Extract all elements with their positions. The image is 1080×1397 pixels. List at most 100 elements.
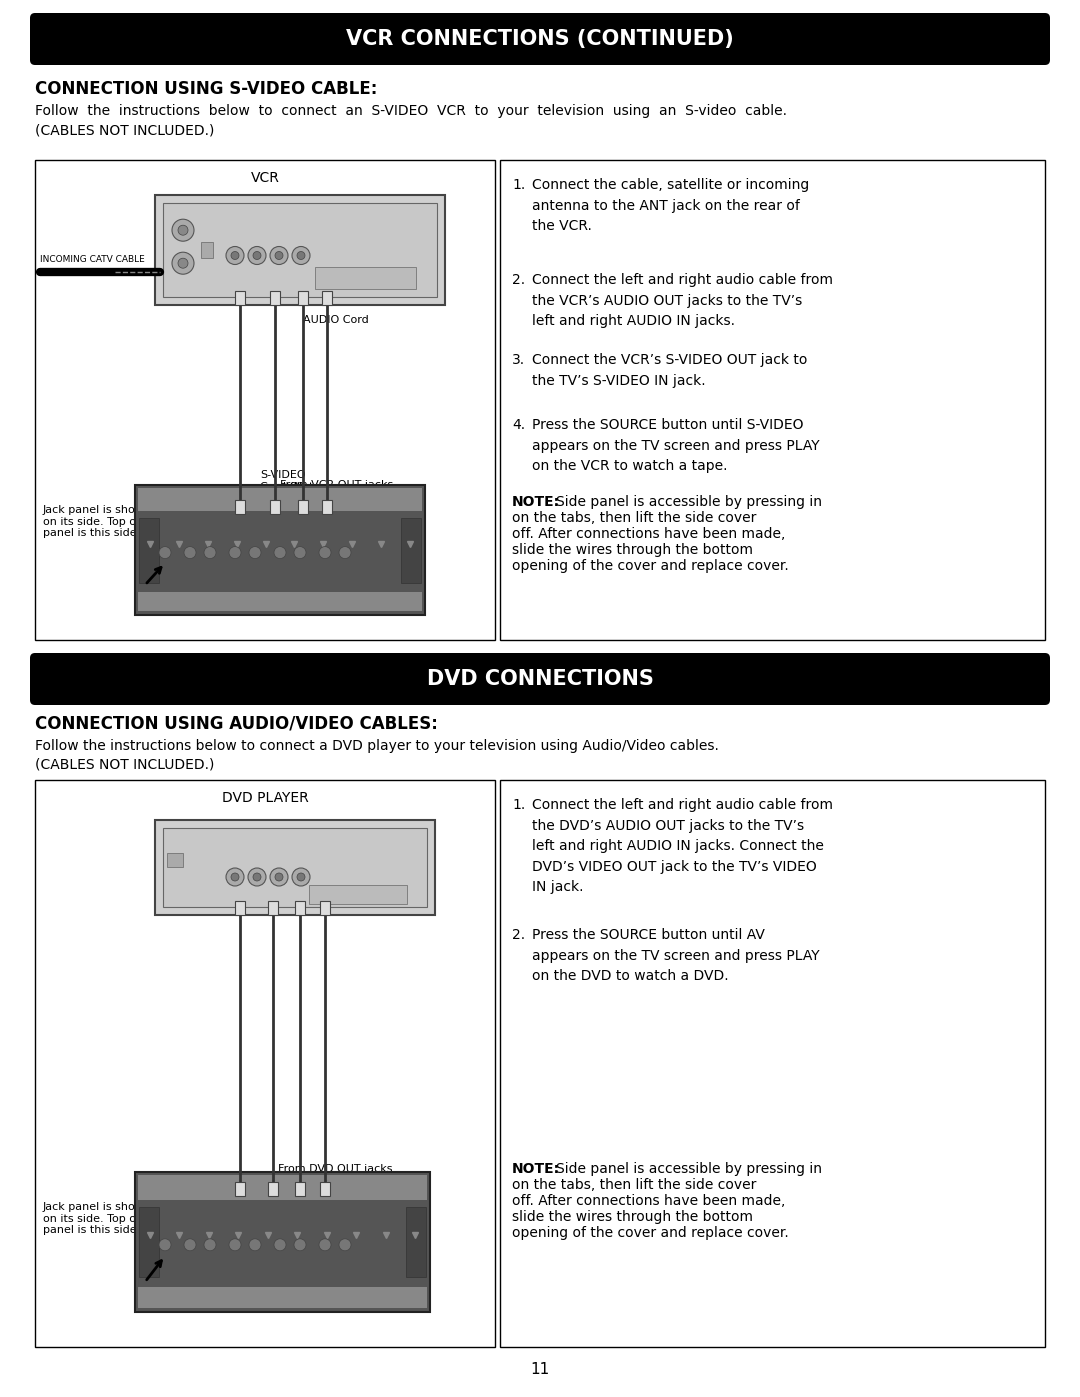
- Circle shape: [172, 219, 194, 242]
- Circle shape: [297, 873, 305, 882]
- Bar: [163, 828, 427, 907]
- Bar: [320, 1182, 330, 1196]
- Text: (CABLES NOT INCLUDED.): (CABLES NOT INCLUDED.): [35, 124, 214, 138]
- Circle shape: [294, 546, 306, 559]
- Bar: [156, 196, 445, 305]
- Bar: [298, 291, 308, 305]
- Text: CONNECTION USING AUDIO/VIDEO CABLES:: CONNECTION USING AUDIO/VIDEO CABLES:: [35, 715, 437, 733]
- Bar: [235, 901, 245, 915]
- Text: Connect the left and right audio cable from
the DVD’s AUDIO OUT jacks to the TV’: Connect the left and right audio cable f…: [532, 798, 833, 894]
- Text: slide the wires through the bottom: slide the wires through the bottom: [512, 1210, 753, 1224]
- Bar: [401, 517, 421, 583]
- Bar: [500, 780, 1045, 1347]
- Text: CONNECTION USING S-VIDEO CABLE:: CONNECTION USING S-VIDEO CABLE:: [35, 80, 377, 98]
- Bar: [138, 591, 422, 610]
- FancyBboxPatch shape: [30, 13, 1050, 66]
- Circle shape: [178, 225, 188, 235]
- Circle shape: [319, 546, 330, 559]
- Circle shape: [275, 873, 283, 882]
- Bar: [135, 1172, 430, 1312]
- Text: From DVD OUT jacks: From DVD OUT jacks: [278, 1164, 392, 1173]
- Circle shape: [204, 1239, 216, 1250]
- Text: Follow  the  instructions  below  to  connect  an  S-VIDEO  VCR  to  your  telev: Follow the instructions below to connect…: [35, 103, 787, 117]
- Text: Connect the left and right audio cable from
the VCR’s AUDIO OUT jacks to the TV’: Connect the left and right audio cable f…: [532, 272, 833, 328]
- Text: Jack panel is shown
on its side. Top of
panel is this side.: Jack panel is shown on its side. Top of …: [43, 504, 152, 538]
- Bar: [138, 488, 422, 511]
- Bar: [322, 500, 332, 514]
- Bar: [235, 291, 245, 305]
- Bar: [314, 267, 416, 289]
- Circle shape: [274, 1239, 286, 1250]
- Circle shape: [204, 546, 216, 559]
- Text: on the tabs, then lift the side cover: on the tabs, then lift the side cover: [512, 511, 756, 525]
- Circle shape: [248, 868, 266, 886]
- Text: VCR: VCR: [251, 170, 280, 184]
- Circle shape: [184, 546, 195, 559]
- Bar: [235, 500, 245, 514]
- Text: Connect the cable, satellite or incoming
antenna to the ANT jack on the rear of
: Connect the cable, satellite or incoming…: [532, 177, 809, 233]
- Bar: [270, 500, 280, 514]
- Text: From VCR OUT jacks: From VCR OUT jacks: [280, 481, 393, 490]
- Circle shape: [226, 868, 244, 886]
- Bar: [270, 291, 280, 305]
- Circle shape: [275, 251, 283, 260]
- Text: NOTE:: NOTE:: [512, 1162, 561, 1176]
- Circle shape: [248, 246, 266, 264]
- Circle shape: [270, 246, 288, 264]
- Bar: [295, 1182, 305, 1196]
- Bar: [139, 517, 159, 583]
- Bar: [406, 1207, 426, 1277]
- Text: Press the SOURCE button until S-VIDEO
appears on the TV screen and press PLAY
on: Press the SOURCE button until S-VIDEO ap…: [532, 418, 820, 474]
- Circle shape: [229, 546, 241, 559]
- Circle shape: [249, 1239, 261, 1250]
- Bar: [295, 901, 305, 915]
- Text: off. After connections have been made,: off. After connections have been made,: [512, 527, 785, 541]
- Circle shape: [184, 1239, 195, 1250]
- Text: AUDIO / VIDEO Cord: AUDIO / VIDEO Cord: [300, 1194, 411, 1204]
- Text: S-VIDEO
Cord (Not
Included): S-VIDEO Cord (Not Included): [260, 469, 313, 503]
- Bar: [139, 1207, 159, 1277]
- Bar: [322, 291, 332, 305]
- Circle shape: [294, 1239, 306, 1250]
- Text: DVD PLAYER: DVD PLAYER: [221, 791, 309, 805]
- Bar: [201, 242, 213, 258]
- Text: off. After connections have been made,: off. After connections have been made,: [512, 1194, 785, 1208]
- Bar: [235, 1182, 245, 1196]
- Bar: [135, 485, 426, 615]
- Text: Press the SOURCE button until AV
appears on the TV screen and press PLAY
on the : Press the SOURCE button until AV appears…: [532, 928, 820, 983]
- Circle shape: [226, 246, 244, 264]
- Text: (CABLES NOT INCLUDED.): (CABLES NOT INCLUDED.): [35, 757, 214, 771]
- Text: opening of the cover and replace cover.: opening of the cover and replace cover.: [512, 1227, 788, 1241]
- Circle shape: [319, 1239, 330, 1250]
- Bar: [268, 1182, 278, 1196]
- Text: AUDIO Cord: AUDIO Cord: [303, 314, 368, 326]
- Circle shape: [159, 546, 171, 559]
- Text: INCOMING CATV CABLE: INCOMING CATV CABLE: [40, 256, 145, 264]
- Circle shape: [178, 258, 188, 268]
- Bar: [163, 203, 437, 298]
- Text: VCR CONNECTIONS (CONTINUED): VCR CONNECTIONS (CONTINUED): [346, 29, 734, 49]
- Circle shape: [159, 1239, 171, 1250]
- Text: Side panel is accessible by pressing in: Side panel is accessible by pressing in: [556, 495, 822, 509]
- Circle shape: [339, 1239, 351, 1250]
- Circle shape: [253, 873, 261, 882]
- Circle shape: [172, 253, 194, 274]
- Text: 1.: 1.: [512, 798, 525, 812]
- Text: 1.: 1.: [512, 177, 525, 191]
- Circle shape: [229, 1239, 241, 1250]
- Text: Follow the instructions below to connect a DVD player to your television using A: Follow the instructions below to connect…: [35, 739, 719, 753]
- Text: 4.: 4.: [512, 418, 525, 432]
- Bar: [320, 901, 330, 915]
- Bar: [35, 780, 495, 1347]
- Circle shape: [274, 546, 286, 559]
- Bar: [138, 1175, 427, 1200]
- Bar: [35, 161, 495, 640]
- Circle shape: [249, 546, 261, 559]
- Text: To TV IN jacks: To TV IN jacks: [285, 504, 362, 514]
- FancyBboxPatch shape: [30, 652, 1050, 705]
- Text: 2.: 2.: [512, 928, 525, 942]
- Bar: [268, 901, 278, 915]
- Bar: [167, 854, 183, 868]
- Circle shape: [231, 873, 239, 882]
- Text: on the tabs, then lift the side cover: on the tabs, then lift the side cover: [512, 1178, 756, 1192]
